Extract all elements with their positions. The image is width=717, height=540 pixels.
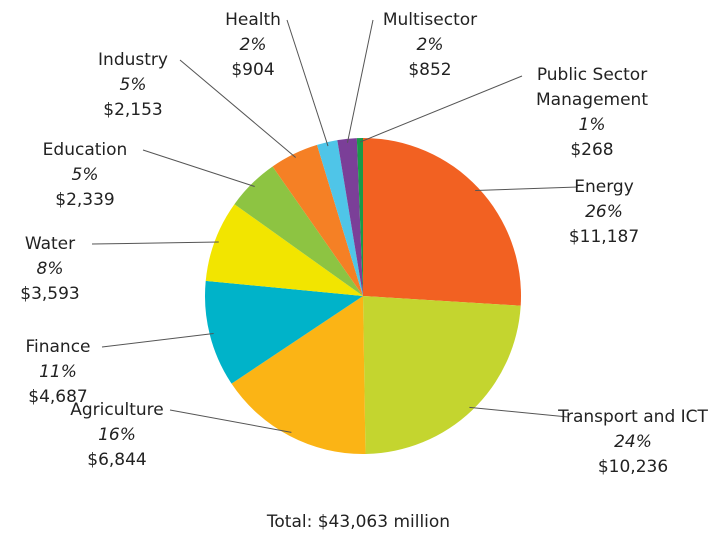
share-label: 24% bbox=[614, 432, 652, 452]
value-label: $10,236 bbox=[597, 457, 669, 477]
leader-line bbox=[91, 241, 219, 245]
caption: Total: $43,063 million bbox=[266, 512, 451, 532]
leader-line bbox=[346, 19, 374, 143]
category-label: Energy bbox=[574, 177, 634, 197]
category-label: Transport and ICT bbox=[558, 407, 708, 427]
pie-slice bbox=[205, 280, 363, 384]
pie-slice bbox=[205, 204, 363, 296]
share-label: 16% bbox=[98, 425, 136, 445]
category-label: Health bbox=[225, 10, 281, 30]
slice-label: Energy 26% $11,187 bbox=[569, 175, 639, 250]
category-label: Finance bbox=[25, 337, 91, 357]
pie-slice bbox=[317, 140, 363, 296]
slice-label: Finance 11% $4,687 bbox=[25, 335, 90, 410]
pie-slice bbox=[272, 144, 363, 296]
category-label: Water bbox=[24, 234, 76, 254]
category-label: Public Sector Management bbox=[536, 65, 648, 110]
slice-label: Agriculture 16% $6,844 bbox=[70, 398, 164, 473]
category-label: Industry bbox=[98, 50, 168, 70]
slice-label: Multisector 2% $852 bbox=[383, 8, 477, 83]
share-label: 1% bbox=[578, 115, 606, 135]
leader-line bbox=[142, 149, 255, 188]
leader-line bbox=[359, 75, 523, 143]
leader-line bbox=[179, 59, 297, 158]
pie-slice bbox=[363, 138, 521, 306]
pie-slice bbox=[234, 166, 363, 296]
category-label: Agriculture bbox=[70, 400, 164, 420]
category-label: Multisector bbox=[382, 10, 478, 30]
value-label: $2,153 bbox=[103, 100, 163, 120]
slice-label: Education 5% $2,339 bbox=[43, 138, 128, 213]
value-label: $6,844 bbox=[87, 450, 147, 470]
value-label: $4,687 bbox=[28, 387, 88, 407]
pie-slice bbox=[337, 138, 363, 296]
pie-slice bbox=[363, 296, 521, 454]
share-label: 8% bbox=[36, 259, 64, 279]
value-label: $852 bbox=[408, 60, 452, 80]
share-label: 2% bbox=[239, 35, 267, 55]
share-label: 5% bbox=[71, 165, 99, 185]
leader-line bbox=[475, 186, 579, 192]
share-label: 2% bbox=[416, 35, 444, 55]
slice-label: Industry 5% $2,153 bbox=[98, 48, 168, 123]
leader-line bbox=[101, 333, 214, 348]
share-label: 5% bbox=[119, 75, 147, 95]
leader-line bbox=[169, 409, 292, 433]
value-label: $904 bbox=[231, 60, 275, 80]
slice-label: Transport and ICT 24% $10,236 bbox=[558, 405, 708, 480]
leader-line bbox=[469, 406, 569, 418]
slice-label: Public Sector Management 1% $268 bbox=[517, 63, 667, 163]
slice-label: Water 8% $3,593 bbox=[20, 232, 79, 307]
share-label: 26% bbox=[585, 202, 623, 222]
slice-label: Health 2% $904 bbox=[225, 8, 281, 83]
pie-slice bbox=[231, 296, 366, 454]
share-label: 11% bbox=[39, 362, 77, 382]
value-label: $2,339 bbox=[55, 190, 115, 210]
value-label: $3,593 bbox=[20, 284, 80, 304]
value-label: $11,187 bbox=[568, 227, 640, 247]
pie-slice bbox=[356, 138, 363, 296]
value-label: $268 bbox=[570, 140, 614, 160]
leader-line bbox=[286, 19, 329, 147]
category-label: Education bbox=[42, 140, 128, 160]
